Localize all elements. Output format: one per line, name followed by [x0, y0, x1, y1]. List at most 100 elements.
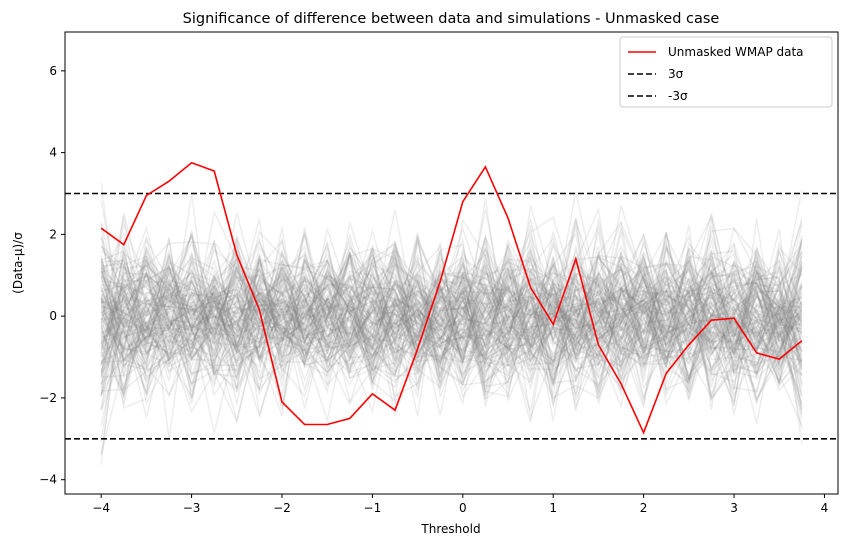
y-axis: −4 −2 0 2 4 6	[39, 64, 65, 487]
simulation-line	[100, 242, 803, 440]
plot-frame	[64, 31, 839, 495]
y-axis-label: (Data-μ)/σ	[11, 232, 25, 294]
simulation-line	[100, 232, 803, 380]
simulation-line	[100, 206, 803, 409]
simulation-line	[100, 260, 803, 373]
simulation-line	[101, 240, 803, 397]
simulation-line	[100, 245, 803, 434]
simulation-line	[100, 255, 803, 405]
simulation-line	[101, 256, 803, 400]
simulation-line	[100, 238, 803, 394]
simulation-line	[100, 259, 803, 419]
simulation-line	[100, 252, 803, 398]
simulation-line	[100, 245, 803, 395]
simulation-line	[100, 182, 803, 416]
simulation-line	[100, 251, 803, 410]
simulation-line	[100, 231, 803, 426]
simulation-line	[100, 255, 803, 421]
simulation-line	[100, 253, 803, 415]
simulation-line	[101, 228, 803, 384]
simulation-line	[100, 205, 803, 349]
simulation-line	[100, 258, 803, 402]
simulation-line	[100, 240, 803, 405]
simulation-line	[101, 220, 803, 409]
simulation-line	[100, 236, 802, 407]
x-tick-label: 2	[640, 501, 648, 515]
simulation-line	[100, 200, 802, 418]
simulation-line	[100, 246, 803, 398]
simulation-line	[100, 222, 803, 398]
simulation-line	[100, 226, 803, 391]
simulation-line	[100, 213, 803, 388]
legend: Unmasked WMAP data 3σ -3σ	[619, 36, 833, 108]
simulation-line	[100, 233, 803, 396]
simulation-line	[100, 240, 802, 410]
simulation-line	[100, 263, 803, 387]
simulation-line	[100, 226, 802, 360]
simulation-line	[100, 255, 802, 407]
y-tick-label: −4	[39, 473, 57, 487]
legend-label: -3σ	[668, 89, 688, 103]
simulation-line	[100, 247, 803, 392]
simulation-line	[100, 242, 803, 382]
legend-label: Unmasked WMAP data	[668, 45, 804, 59]
y-tick-label: 6	[49, 64, 57, 78]
chart-title: Significance of difference between data …	[183, 11, 720, 27]
simulation-line	[100, 234, 802, 393]
simulation-line	[100, 263, 803, 398]
simulation-line	[100, 224, 803, 455]
simulation-line	[100, 246, 803, 397]
simulation-line	[100, 244, 803, 405]
simulation-line	[100, 209, 803, 398]
simulation-line	[100, 190, 803, 393]
simulation-lines	[100, 182, 803, 465]
simulation-line	[100, 216, 803, 384]
simulation-line	[100, 232, 803, 444]
simulation-line	[100, 236, 803, 401]
simulation-line	[100, 227, 802, 399]
simulation-line	[100, 221, 803, 403]
simulation-line	[100, 235, 803, 398]
simulation-line	[100, 257, 803, 376]
simulation-line	[100, 239, 803, 395]
simulation-line	[101, 217, 803, 396]
simulation-line	[100, 230, 803, 378]
series-line	[100, 161, 803, 435]
simulation-line	[100, 243, 803, 396]
simulation-line	[100, 264, 803, 409]
legend-label: 3σ	[668, 67, 684, 81]
y-tick-label: −2	[39, 391, 57, 405]
simulation-line	[100, 232, 803, 419]
simulation-line	[100, 218, 803, 383]
x-tick-label: −1	[364, 501, 382, 515]
simulation-line	[100, 198, 803, 406]
simulation-line	[100, 219, 803, 395]
simulation-line	[100, 231, 803, 407]
y-tick-label: 2	[49, 227, 57, 241]
simulation-line	[100, 221, 803, 407]
simulation-line	[101, 255, 803, 404]
simulation-line	[100, 243, 803, 385]
simulation-line	[100, 238, 803, 390]
simulation-line	[100, 246, 803, 381]
simulation-line	[100, 212, 803, 378]
simulation-line	[100, 232, 803, 384]
simulation-line	[100, 251, 803, 417]
x-tick-label: −4	[92, 501, 110, 515]
simulation-line	[100, 252, 803, 380]
simulation-line	[100, 255, 803, 398]
y-tick-label: 4	[49, 146, 57, 160]
simulation-line	[100, 268, 803, 383]
simulation-line	[100, 235, 803, 385]
simulation-line	[100, 231, 802, 465]
simulation-line	[100, 245, 803, 403]
simulation-line	[100, 224, 803, 405]
simulation-line	[100, 239, 802, 396]
simulation-line	[100, 238, 802, 384]
simulation-line	[100, 239, 803, 397]
x-tick-label: 1	[549, 501, 557, 515]
simulation-line	[100, 250, 803, 407]
simulation-line	[100, 262, 803, 393]
simulation-line	[101, 205, 803, 385]
